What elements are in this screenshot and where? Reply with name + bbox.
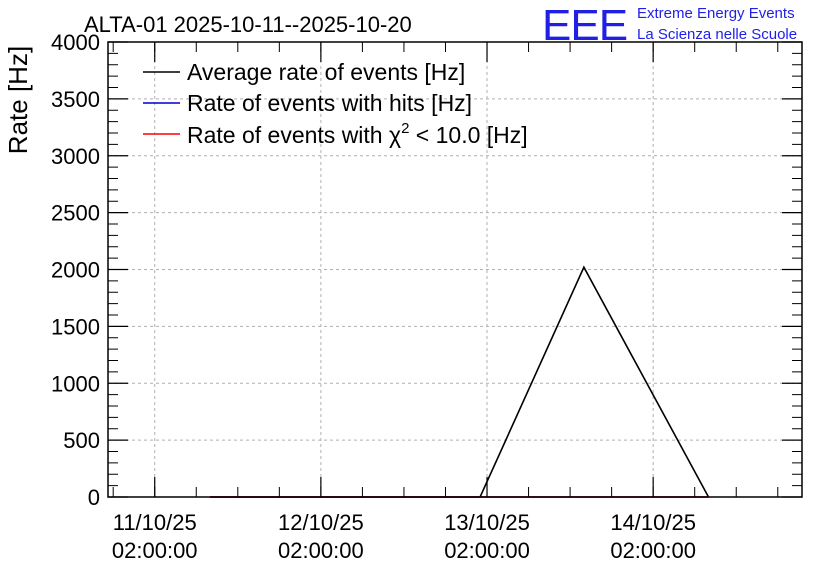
chart-title: ALTA-01 2025-10-11--2025-10-20 xyxy=(84,12,412,37)
logo-line-2: La Scienza nelle Scuole xyxy=(637,26,797,43)
x-tick-time: 02:00:00 xyxy=(444,538,530,563)
legend: Average rate of events [Hz] Rate of even… xyxy=(143,59,528,148)
y-tick-label: 3500 xyxy=(51,87,100,112)
series-average xyxy=(210,265,710,498)
y-tick-label: 500 xyxy=(63,428,100,453)
y-tick-label: 2000 xyxy=(51,258,100,283)
y-tick-label: 4000 xyxy=(51,30,100,55)
legend-label-chi2: Rate of events with χ2 < 10.0 [Hz] xyxy=(187,120,528,148)
y-tick-labels: 0 500 1000 1500 2000 2500 3000 3500 4000 xyxy=(51,30,100,510)
x-tick-date: 14/10/25 xyxy=(610,510,696,535)
x-tick-labels: 11/10/25 02:00:00 12/10/25 02:00:00 13/10/25… xyxy=(112,510,696,563)
x-tick-date: 13/10/25 xyxy=(444,510,530,535)
eee-logo: EEE Extreme Energy Events La Scienza nel… xyxy=(542,1,797,50)
logo-line-1: Extreme Energy Events xyxy=(637,5,795,22)
y-axis-label: Rate [Hz] xyxy=(3,46,33,154)
x-tick-date: 11/10/25 xyxy=(113,510,197,535)
x-tick-time: 02:00:00 xyxy=(278,538,364,563)
y-tick-label: 3000 xyxy=(51,144,100,169)
legend-label-chi2-sup: 2 xyxy=(401,120,409,137)
x-tick-time: 02:00:00 xyxy=(610,538,696,563)
y-tick-label: 1500 xyxy=(51,314,100,339)
series-layer xyxy=(210,265,710,498)
grid xyxy=(108,41,802,498)
legend-label-hits: Rate of events with hits [Hz] xyxy=(187,90,472,116)
legend-label-average: Average rate of events [Hz] xyxy=(187,59,465,85)
x-tick-date: 12/10/25 xyxy=(278,510,364,535)
y-tick-label: 1000 xyxy=(51,371,100,396)
ticks xyxy=(108,41,802,498)
x-tick-time: 02:00:00 xyxy=(112,538,198,563)
legend-label-chi2-main: Rate of events with χ xyxy=(187,122,401,148)
y-tick-label: 2500 xyxy=(51,201,100,226)
legend-label-chi2-tail: < 10.0 [Hz] xyxy=(409,122,527,148)
y-tick-label: 0 xyxy=(88,485,100,510)
